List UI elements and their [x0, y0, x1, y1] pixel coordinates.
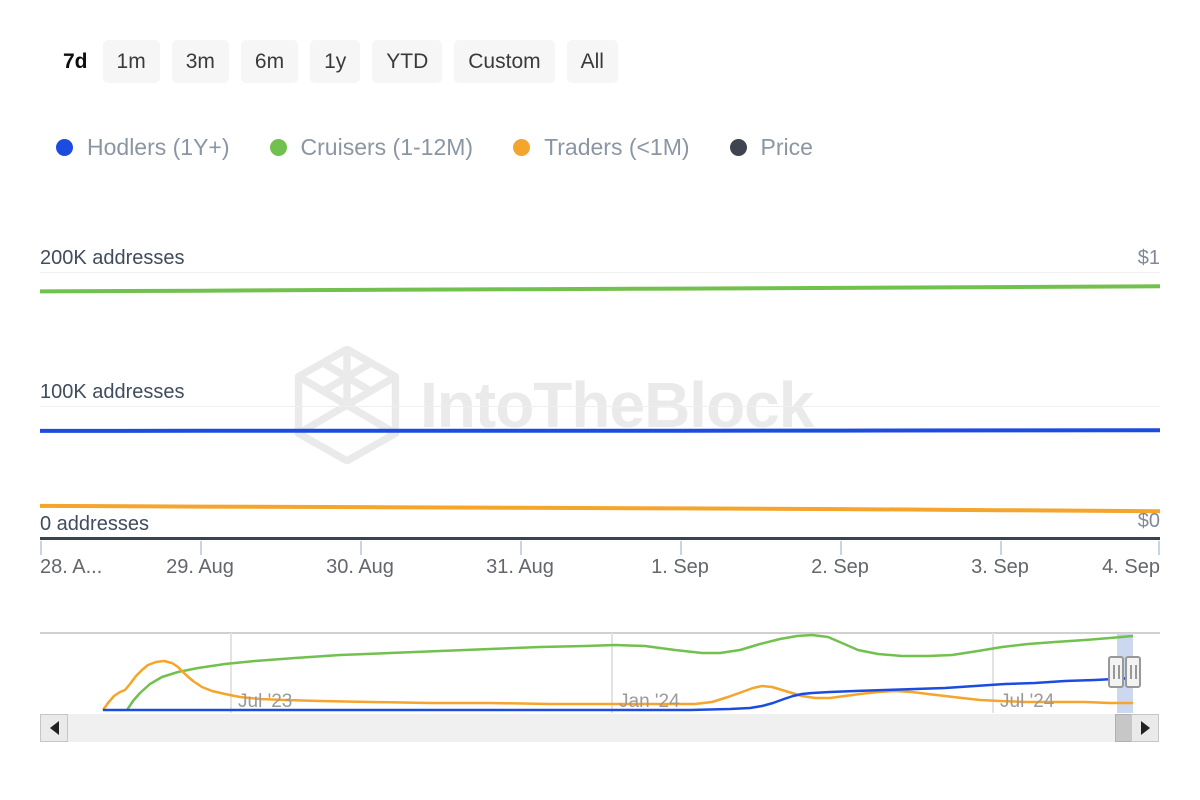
y-label-price-0: $0 [1137, 510, 1160, 532]
main-chart-plot[interactable] [40, 240, 1160, 540]
navigator-date-label: Jan '24 [619, 691, 680, 712]
legend-item[interactable]: Traders (<1M) [513, 134, 690, 161]
arrow-left-icon [49, 721, 59, 735]
handle-grip-icon [1112, 665, 1115, 679]
legend-item[interactable]: Cruisers (1-12M) [269, 134, 474, 161]
x-axis-label: 28. A... [40, 556, 103, 578]
legend-dot-icon [729, 139, 747, 156]
handle-grip-icon [1129, 665, 1132, 679]
navigator-date-label: Jul '24 [1000, 691, 1055, 712]
legend-dot-icon [269, 139, 287, 156]
legend-label: Hodlers (1Y+) [87, 134, 230, 160]
x-axis-label: 29. Aug [166, 556, 234, 578]
handle-grip-icon [1134, 665, 1137, 679]
navigator-right-handle[interactable] [1125, 656, 1141, 688]
series-line-traders-1m- [40, 503, 1160, 514]
scrollbar-thumb[interactable] [1115, 714, 1132, 742]
range-button-1y[interactable]: 1y [310, 40, 361, 84]
gridline-100k [40, 406, 1160, 407]
y-label-0: 0 addresses [40, 513, 149, 535]
x-axis-label: 31. Aug [486, 556, 554, 578]
x-axis-label: 4. Sep [1102, 556, 1160, 578]
y-label-price-1: $1 [1137, 247, 1160, 269]
range-button-1m[interactable]: 1m [102, 40, 160, 84]
scrollbar-track[interactable] [68, 714, 1131, 742]
legend-item[interactable]: Hodlers (1Y+) [56, 134, 230, 161]
x-axis-tick [360, 541, 362, 555]
legend-dot-icon [513, 139, 531, 156]
x-axis-label: 1. Sep [651, 556, 709, 578]
handle-grip-icon [1117, 665, 1120, 679]
navigator-left-handle[interactable] [1108, 656, 1124, 688]
y-label-200k: 200K addresses [40, 247, 185, 269]
legend-label: Cruisers (1-12M) [300, 134, 474, 160]
legend-dot-icon [56, 139, 73, 156]
navigator-series-cruisers [125, 633, 1134, 711]
legend-item[interactable]: Price [729, 134, 813, 161]
x-axis-tick [680, 541, 682, 555]
intotheblock-logo-icon [294, 346, 400, 464]
chart-legend: Hodlers (1Y+) Cruisers (1-12M) Traders (<1… [56, 134, 813, 161]
x-axis-tick [520, 541, 522, 555]
x-axis-label: 3. Sep [971, 556, 1029, 578]
x-axis-tick [200, 541, 202, 555]
series-line-cruisers-1-12m- [40, 284, 1160, 294]
range-button-3m[interactable]: 3m [171, 40, 229, 84]
range-button-7d[interactable]: 7d [60, 40, 91, 83]
x-axis-tick [1000, 541, 1002, 555]
legend-label: Traders (<1M) [544, 134, 690, 160]
series-line-hodlers-1y- [40, 428, 1160, 433]
arrow-right-icon [1140, 721, 1150, 735]
x-axis-tick [40, 541, 42, 555]
scrollbar-left-button[interactable] [40, 714, 68, 742]
scrollbar-right-button[interactable] [1131, 714, 1159, 742]
x-axis-tick [1158, 541, 1160, 555]
range-button-ytd[interactable]: YTD [372, 40, 443, 84]
x-axis-line [40, 537, 1160, 540]
time-range-toolbar: 7d 1m 3m 6m 1y YTD Custom All [60, 40, 618, 84]
range-button-custom[interactable]: Custom [454, 40, 555, 84]
x-axis-tick [840, 541, 842, 555]
navigator-series-hodlers [103, 676, 1134, 712]
navigator-series-traders [101, 659, 1133, 711]
range-button-6m[interactable]: 6m [240, 40, 299, 84]
range-button-all[interactable]: All [566, 40, 618, 84]
gridline-200k [40, 272, 1160, 273]
legend-label: Price [760, 134, 813, 160]
x-axis-label: 2. Sep [811, 556, 869, 578]
navigator-date-label: Jul '23 [238, 691, 292, 712]
y-label-100k: 100K addresses [40, 381, 185, 403]
x-axis-label: 30. Aug [326, 556, 394, 578]
navigator-chart[interactable]: Jul '23 Jan '24 Jul '24 [40, 631, 1160, 715]
